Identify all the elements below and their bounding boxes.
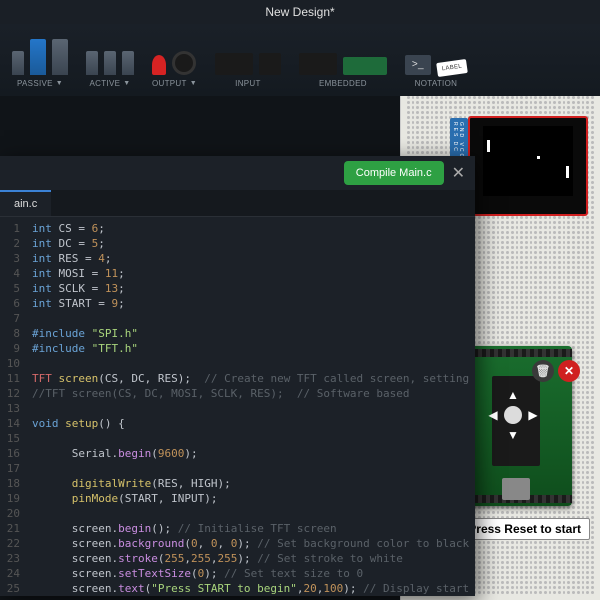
speaker-icon[interactable]	[172, 51, 196, 75]
code-editor-window: Compile Main.c ✕ ain.c 12345678910111213…	[0, 156, 475, 596]
editor-tab-bar: ain.c	[0, 190, 475, 217]
tft-screen-content	[483, 126, 573, 196]
chevron-down-icon: ▼	[190, 80, 197, 87]
diode-icon[interactable]	[104, 51, 116, 75]
compile-button[interactable]: Compile Main.c	[344, 161, 444, 185]
ic-icon[interactable]	[299, 53, 337, 75]
board-icon[interactable]	[343, 57, 387, 75]
led-icon[interactable]	[152, 55, 166, 75]
component-toolbar: PASSIVE▼ ACTIVE▼ OUTPUT▼ INPUT EMBEDDED	[0, 24, 600, 96]
resistor-icon[interactable]	[12, 51, 24, 75]
capacitor-icon[interactable]	[30, 39, 46, 75]
input-chip-icon[interactable]	[215, 53, 253, 75]
arrow-up-icon[interactable]: ▲	[504, 386, 522, 404]
arrow-down-icon[interactable]: ▼	[504, 426, 522, 444]
tool-group-input[interactable]: INPUT	[207, 29, 289, 92]
close-icon[interactable]: ✕	[452, 163, 465, 183]
workspace-canvas[interactable]: GND VCC SCL SDA RES DC CS BL 🗑 ✕ ▲ ◀ ▶ ▼…	[0, 96, 600, 600]
chevron-down-icon: ▼	[123, 80, 130, 87]
label-icon[interactable]: LABEL	[436, 58, 468, 76]
tft-display[interactable]: GND VCC SCL SDA RES DC CS BL	[468, 116, 588, 216]
reset-message: Press Reset to start	[459, 518, 590, 540]
arrow-right-icon[interactable]: ▶	[524, 406, 542, 424]
delete-icon[interactable]: ✕	[558, 360, 580, 382]
usb-port	[502, 478, 530, 500]
input-sensor-icon[interactable]	[259, 53, 281, 75]
title-bar: New Design*	[0, 0, 600, 24]
chevron-down-icon: ▼	[56, 80, 63, 87]
code-content[interactable]: int CS = 6; int DC = 5; int RES = 4; int…	[26, 217, 475, 596]
move-center[interactable]	[504, 406, 522, 424]
tool-group-notation[interactable]: >_ LABEL NOTATION	[397, 29, 475, 92]
tool-group-active[interactable]: ACTIVE▼	[78, 29, 142, 92]
inductor-icon[interactable]	[52, 39, 68, 75]
line-number-gutter: 1234567891011121314151617181920212223242…	[0, 217, 26, 596]
mosfet-icon[interactable]	[122, 51, 134, 75]
tool-group-output[interactable]: OUTPUT▼	[144, 29, 205, 92]
document-title: New Design*	[265, 5, 334, 19]
transistor-icon[interactable]	[86, 51, 98, 75]
terminal-icon[interactable]: >_	[405, 55, 431, 75]
trash-icon[interactable]: 🗑	[532, 360, 554, 382]
move-controls: ▲ ◀ ▶ ▼	[484, 386, 544, 446]
tool-group-passive[interactable]: PASSIVE▼	[4, 29, 76, 92]
tool-group-embedded[interactable]: EMBEDDED	[291, 29, 395, 92]
arrow-left-icon[interactable]: ◀	[484, 406, 502, 424]
tab-main-c[interactable]: ain.c	[0, 190, 51, 216]
